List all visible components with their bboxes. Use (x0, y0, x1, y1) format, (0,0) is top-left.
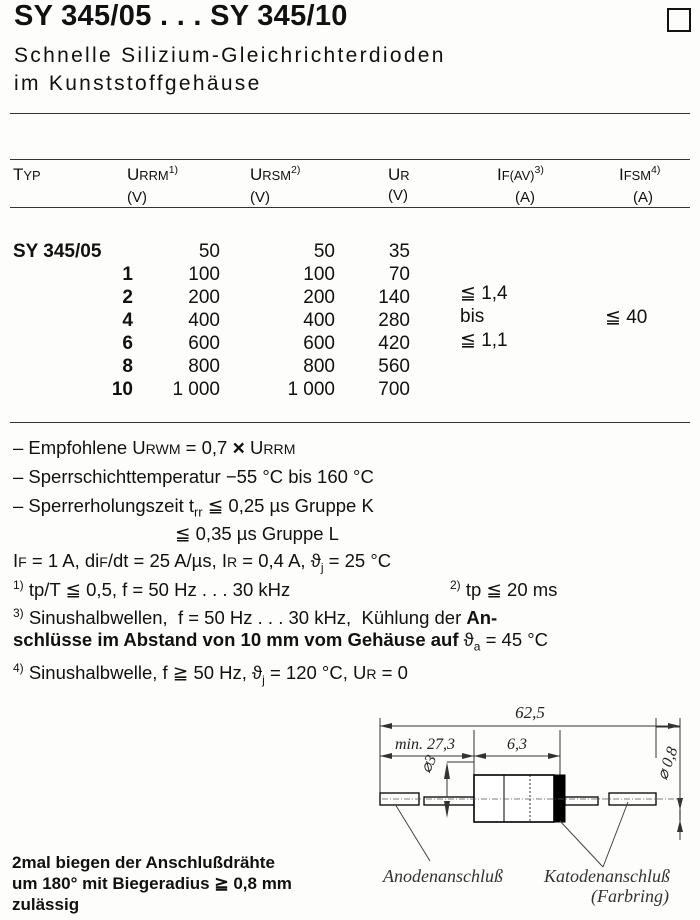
svg-text:⌀ 0,8: ⌀ 0,8 (654, 745, 681, 782)
svg-text:62,5: 62,5 (515, 703, 545, 722)
svg-text:6,3: 6,3 (507, 736, 527, 753)
svg-text:min. 27,3: min. 27,3 (395, 736, 455, 753)
